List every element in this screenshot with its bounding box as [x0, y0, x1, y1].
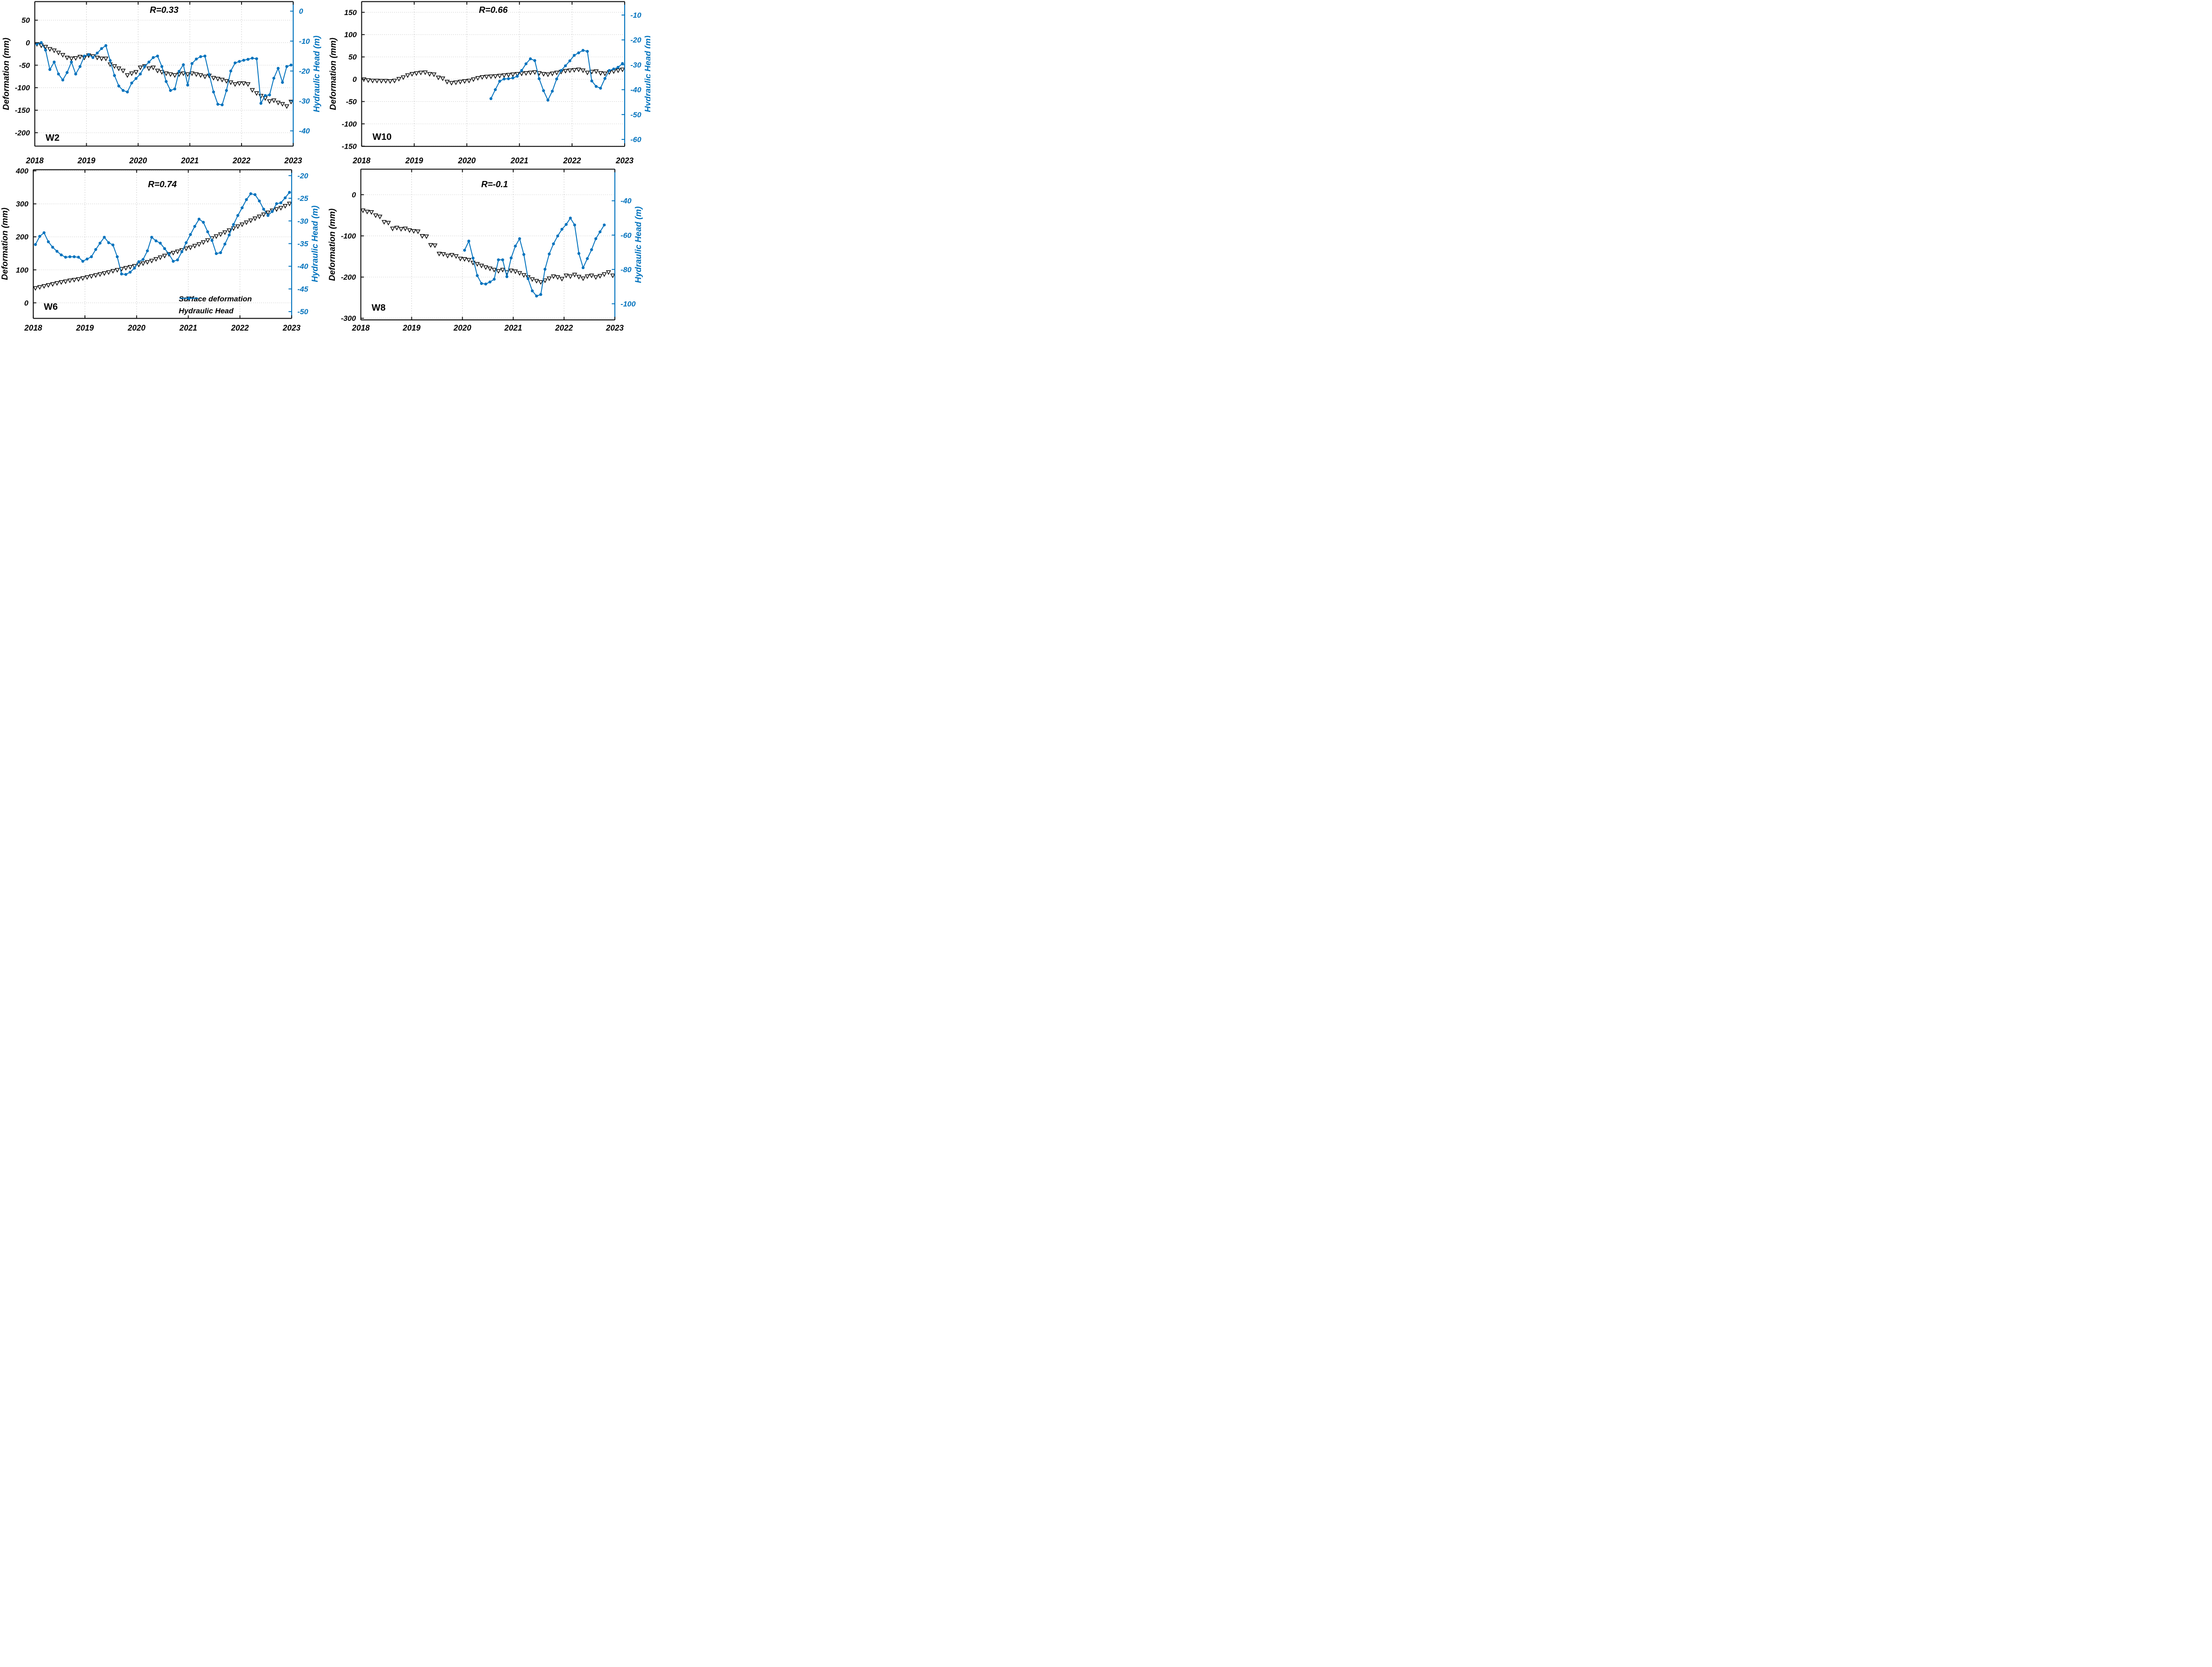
w6-title: R=0.74	[148, 180, 177, 189]
svg-text:50: 50	[348, 53, 357, 62]
svg-text:-40: -40	[297, 262, 308, 271]
legend-label-hydraulic-head: Hydraulic Head	[179, 307, 234, 315]
svg-text:-80: -80	[621, 266, 632, 274]
svg-text:2020: 2020	[453, 323, 471, 332]
svg-text:-100: -100	[15, 84, 31, 92]
w8-panel-label: W8	[372, 303, 386, 313]
line-circle-marker-icon	[180, 296, 198, 300]
legend: Surface deformation Hydraulic Head	[179, 295, 252, 316]
svg-text:2023: 2023	[282, 323, 300, 332]
w6-left-axis-label: Deformation (mm)	[0, 208, 10, 280]
svg-text:2018: 2018	[26, 156, 44, 165]
svg-text:-200: -200	[341, 273, 357, 281]
svg-text:2020: 2020	[129, 156, 147, 165]
svg-text:-30: -30	[297, 217, 308, 225]
svg-text:2019: 2019	[402, 323, 420, 332]
w2-right-axis-label: Hydraulic Head (m)	[312, 35, 322, 112]
svg-text:2019: 2019	[77, 156, 95, 165]
w6-panel-label: W6	[44, 302, 58, 312]
panel-w2: 50 0 -50 -100 -150 -200 0 -10 -20 -30 -40 2018 2019 2…	[0, 0, 325, 167]
svg-text:-30: -30	[299, 97, 310, 105]
svg-text:-150: -150	[15, 106, 31, 115]
svg-text:100: 100	[16, 266, 29, 274]
svg-text:50: 50	[22, 16, 30, 25]
svg-text:-45: -45	[297, 285, 308, 293]
svg-text:2019: 2019	[405, 156, 423, 165]
w8-right-axis-label: Hydraulic Head (m)	[634, 206, 643, 283]
svg-text:2022: 2022	[230, 323, 249, 332]
svg-text:-20: -20	[299, 67, 310, 75]
svg-text:-50: -50	[19, 61, 30, 69]
svg-text:0: 0	[353, 75, 357, 84]
w10-left-axis-label: Deformation (mm)	[329, 38, 338, 110]
svg-text:100: 100	[344, 31, 357, 39]
svg-text:0: 0	[24, 299, 29, 307]
svg-text:-40: -40	[630, 86, 641, 94]
w8-left-axis-label: Deformation (mm)	[328, 208, 337, 281]
svg-text:2021: 2021	[180, 156, 199, 165]
svg-text:-60: -60	[621, 231, 632, 239]
svg-text:2021: 2021	[179, 323, 197, 332]
svg-text:400: 400	[15, 167, 29, 175]
svg-text:-50: -50	[297, 308, 308, 316]
svg-text:2023: 2023	[615, 156, 634, 165]
figure-2x2-grid: 50 0 -50 -100 -150 -200 0 -10 -20 -30 -40 2018 2019 2…	[0, 0, 650, 334]
svg-text:-40: -40	[621, 197, 632, 205]
svg-text:-50: -50	[346, 97, 357, 106]
w8-chart-canvas: 0 -100 -200 -300 -40 -60 -80 -100 2018 2019 2020 20…	[341, 169, 636, 332]
svg-text:-20: -20	[297, 172, 308, 180]
svg-text:200: 200	[15, 233, 29, 241]
svg-text:-30: -30	[630, 61, 641, 69]
svg-text:2021: 2021	[510, 156, 528, 165]
w10-chart-canvas: 150 100 50 0 -50 -100 -150 -10 -20 -30 -40 -50 -60 20…	[342, 1, 641, 165]
w10-panel-label: W10	[373, 132, 392, 142]
svg-text:0: 0	[352, 191, 356, 199]
svg-text:2018: 2018	[24, 323, 42, 332]
panel-w8: 0 -100 -200 -300 -40 -60 -80 -100 2018 2019 2020 20…	[325, 167, 650, 334]
svg-text:2021: 2021	[504, 323, 522, 332]
svg-text:-200: -200	[15, 129, 31, 137]
w10-title: R=0.66	[479, 5, 508, 15]
svg-text:2020: 2020	[457, 156, 476, 165]
svg-text:2023: 2023	[284, 156, 302, 165]
svg-text:-10: -10	[299, 37, 310, 46]
svg-text:-50: -50	[630, 111, 641, 119]
svg-text:2022: 2022	[232, 156, 250, 165]
svg-text:-300: -300	[341, 314, 357, 323]
svg-text:-100: -100	[621, 300, 636, 308]
svg-text:2023: 2023	[606, 323, 624, 332]
w6-right-axis-label: Hydraulic Head (m)	[311, 205, 320, 282]
svg-text:2018: 2018	[352, 156, 370, 165]
svg-text:-60: -60	[630, 135, 641, 144]
w2-chart-canvas: 50 0 -50 -100 -150 -200 0 -10 -20 -30 -40 2018 2019 2…	[15, 1, 310, 165]
legend-label-surface-deformation: Surface deformation	[179, 295, 252, 303]
svg-text:-35: -35	[297, 239, 308, 248]
svg-text:-10: -10	[630, 11, 641, 19]
svg-text:2022: 2022	[563, 156, 581, 165]
svg-text:300: 300	[16, 200, 29, 208]
w2-title: R=0.33	[150, 5, 179, 15]
svg-text:-25: -25	[297, 194, 308, 203]
panel-w6: 400 300 200 100 0 -20 -25 -30 -35 -40 -45 -50 2018 20…	[0, 167, 325, 334]
legend-item-hydraulic-head: Hydraulic Head	[179, 296, 252, 316]
svg-text:2019: 2019	[76, 323, 94, 332]
svg-text:2020: 2020	[127, 323, 146, 332]
svg-text:-100: -100	[342, 120, 357, 128]
svg-text:0: 0	[26, 38, 30, 47]
w2-panel-label: W2	[46, 133, 60, 143]
svg-text:150: 150	[344, 8, 357, 17]
svg-text:-150: -150	[342, 142, 357, 150]
svg-text:-40: -40	[299, 127, 310, 135]
w6-chart-canvas: 400 300 200 100 0 -20 -25 -30 -35 -40 -45 -50 2018 20…	[15, 167, 308, 332]
svg-text:2018: 2018	[352, 323, 370, 332]
w2-left-axis-label: Deformation (mm)	[2, 38, 11, 110]
panel-w10: 150 100 50 0 -50 -100 -150 -10 -20 -30 -40 -50 -60 20…	[325, 0, 650, 167]
w8-title: R=-0.1	[481, 180, 508, 189]
w10-right-axis-label: Hydraulic Head (m)	[644, 35, 650, 112]
svg-text:-20: -20	[630, 36, 641, 44]
svg-text:0: 0	[299, 7, 303, 15]
svg-text:-100: -100	[341, 232, 357, 240]
svg-text:2022: 2022	[555, 323, 573, 332]
